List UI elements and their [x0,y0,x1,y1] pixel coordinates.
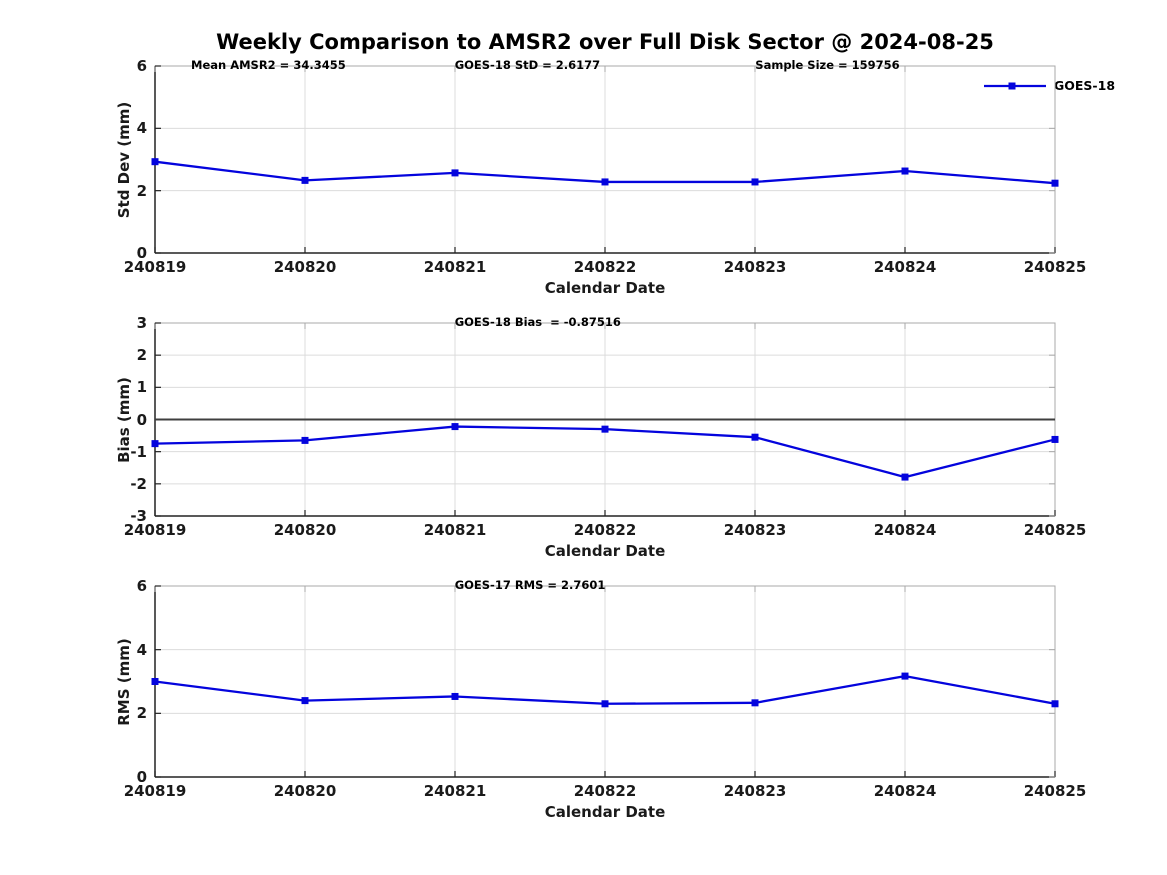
x-tick-label: 240820 [273,782,337,800]
x-tick-label: 240823 [723,258,787,276]
x-tick-label: 240820 [273,258,337,276]
x-tick-label: 240821 [423,782,487,800]
panel-annotation: Mean AMSR2 = 34.3455 [191,58,346,72]
x-tick-label: 240822 [573,782,637,800]
data-point-marker [601,700,609,708]
x-tick-label: 240819 [123,782,187,800]
plot-area [151,585,1059,778]
data-point-marker [1051,179,1059,187]
data-point-marker [451,692,459,700]
figure-title: Weekly Comparison to AMSR2 over Full Dis… [216,30,994,54]
data-point-marker [301,176,309,184]
data-point-marker [151,158,159,166]
data-point-marker [901,167,909,175]
data-point-marker [601,425,609,433]
data-point-marker [151,440,159,448]
x-tick-label: 240825 [1023,521,1087,539]
panel-annotation: GOES-18 StD = 2.6177 [454,58,601,72]
x-axis-label: Calendar Date [544,279,666,297]
x-tick-label: 240822 [573,258,637,276]
data-point-marker [1051,435,1059,443]
data-point-marker [451,169,459,177]
y-tick-label: -3 [130,507,147,525]
data-point-marker [151,678,159,685]
x-tick-label: 240820 [273,521,337,539]
y-tick-label: -1 [130,442,147,461]
plot-area [151,65,1059,254]
x-tick-label: 240821 [423,258,487,276]
x-tick-label: 240825 [1023,782,1087,800]
panel-annotation: GOES-17 RMS = 2.7601 [454,578,606,592]
x-tick-label: 240824 [873,258,937,276]
y-tick-label: 6 [136,57,147,75]
y-tick-label: 4 [136,119,147,138]
y-tick-label: 2 [136,181,147,200]
y-tick-label: 1 [136,378,147,397]
legend-label: GOES-18 [1054,78,1116,93]
x-tick-label: 240824 [873,521,937,539]
y-tick-label: 4 [136,640,147,659]
data-point-marker [751,178,759,186]
data-point-marker [901,672,909,680]
data-point-marker [601,178,609,186]
data-point-marker [1051,700,1059,708]
plot-area [151,322,1059,517]
y-tick-label: 2 [136,704,147,723]
x-tick-label: 240819 [123,521,187,539]
y-tick-label: 0 [136,768,147,786]
y-tick-label: -2 [130,474,147,493]
data-point-marker [901,473,909,481]
data-point-marker [301,436,309,444]
y-tick-label: 0 [136,410,147,429]
x-tick-label: 240824 [873,782,937,800]
panel-annotation: GOES-18 Bias = -0.87516 [454,315,621,329]
y-tick-label: 0 [136,244,147,262]
x-tick-label: 240825 [1023,258,1087,276]
y-tick-label: 3 [136,314,147,332]
x-axis-label: Calendar Date [544,542,666,560]
y-tick-label: 6 [136,577,147,595]
data-point-marker [451,423,459,431]
panel-annotation: Sample Size = 159756 [755,58,900,72]
data-point-marker [751,433,759,441]
y-tick-label: 2 [136,346,147,365]
x-tick-label: 240819 [123,258,187,276]
data-point-marker [301,697,309,705]
x-tick-label: 240823 [723,521,787,539]
x-tick-label: 240823 [723,782,787,800]
x-tick-label: 240822 [573,521,637,539]
data-point-marker [751,699,759,707]
x-tick-label: 240821 [423,521,487,539]
legend-marker-icon [984,82,1046,89]
legend: GOES-18 [984,78,1115,93]
x-axis-label: Calendar Date [544,803,666,821]
